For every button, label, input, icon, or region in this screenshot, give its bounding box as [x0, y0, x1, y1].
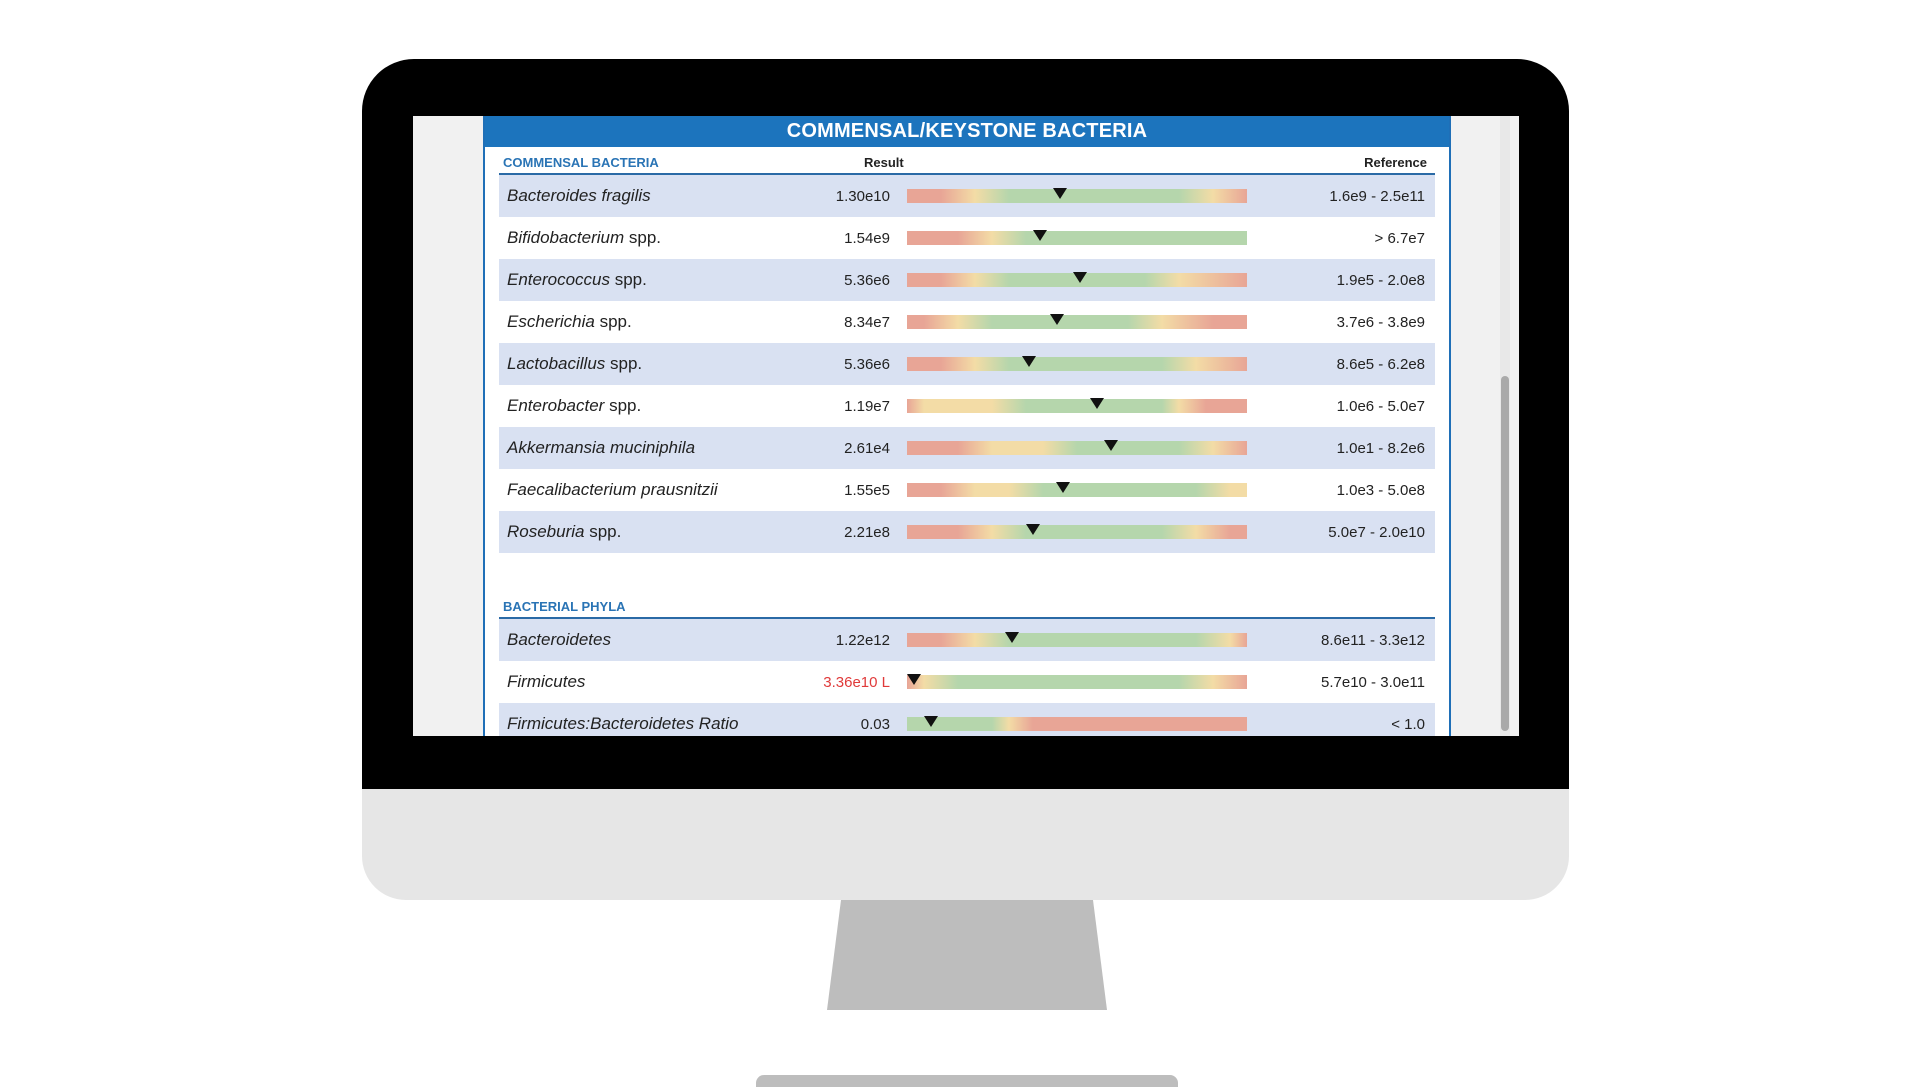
reference-range-bar — [907, 632, 1247, 647]
reference-range: 5.0e7 - 2.0e10 — [1328, 523, 1425, 541]
bacteria-name: Enterococcus spp. — [507, 270, 647, 289]
table-row: Bifidobacterium spp. 1.54e9 > 6.7e7 — [499, 217, 1435, 259]
result-marker-icon — [1049, 314, 1064, 325]
table-row: Enterococcus spp. 5.36e6 1.9e5 - 2.0e8 — [499, 259, 1435, 301]
reference-range: 3.7e6 - 3.8e9 — [1336, 313, 1425, 331]
reference-range-bar — [907, 356, 1247, 371]
result-value: 1.22e12 — [835, 631, 890, 649]
reference-range: 8.6e11 - 3.3e12 — [1321, 631, 1425, 649]
monitor: COMMENSAL/KEYSTONE BACTERIA COMMENSAL BA… — [362, 59, 1569, 1087]
name-suffix: spp. — [584, 522, 622, 541]
name-suffix: spp. — [610, 270, 647, 289]
reference-range-bar — [907, 314, 1247, 329]
result-marker-icon — [1056, 482, 1071, 493]
reference-range: 1.9e5 - 2.0e8 — [1336, 271, 1425, 289]
reference-range: 5.7e10 - 3.0e11 — [1321, 673, 1425, 691]
section-title: BACTERIAL PHYLA — [503, 599, 626, 614]
bacteria-name: Akkermansia muciniphila — [507, 438, 696, 457]
report-content: COMMENSAL BACTERIA Result Reference Bactero… — [485, 147, 1449, 736]
table-row: Lactobacillus spp. 5.36e6 8.6e5 - 6.2e8 — [499, 343, 1435, 385]
result-marker-icon — [1053, 188, 1067, 199]
section-rows: Bacteroidetes 1.22e12 8.6e11 - 3.3e12 Firmi… — [499, 619, 1435, 736]
table-row: Escherichia spp. 8.34e7 3.7e6 - 3.8e9 — [499, 301, 1435, 343]
monitor-stand-foot — [756, 1075, 1178, 1087]
reference-range: 1.6e9 - 2.5e11 — [1329, 187, 1425, 205]
result-marker-icon — [1005, 632, 1020, 643]
reference-range: 1.0e6 - 5.0e7 — [1336, 397, 1425, 415]
reference-range-bar — [907, 188, 1247, 203]
result-value: 1.54e9 — [844, 229, 890, 247]
monitor-chin — [362, 789, 1569, 900]
reference-range-bar — [907, 272, 1247, 287]
table-row: Akkermansia muciniphila 2.61e4 1.0e1 - 8.2… — [499, 427, 1435, 469]
reference-range: 1.0e3 - 5.0e8 — [1336, 481, 1425, 499]
name-suffix: spp. — [594, 312, 632, 331]
table-row: Faecalibacterium prausnitzii 1.55e5 1.0e3 … — [499, 469, 1435, 511]
table-row: Bacteroidetes 1.22e12 8.6e11 - 3.3e12 — [499, 619, 1435, 661]
reference-range-bar — [907, 716, 1247, 731]
reference-range-bar — [907, 230, 1247, 245]
bacteria-name: Escherichia spp. — [507, 312, 632, 331]
result-marker-icon — [906, 674, 921, 685]
result-marker-icon — [923, 716, 938, 727]
bacteria-name: Bacteroides fragilis — [507, 186, 651, 205]
result-marker-icon — [1022, 356, 1037, 367]
reference-range: < 1.0 — [1391, 715, 1425, 733]
result-marker-icon — [1025, 524, 1040, 535]
table-row: Enterobacter spp. 1.19e7 1.0e6 - 5.0e7 — [499, 385, 1435, 427]
result-marker-icon — [1073, 272, 1088, 283]
reference-range-bar — [907, 398, 1247, 413]
bacteria-name: Faecalibacterium prausnitzii — [507, 480, 718, 499]
reference-range: > 6.7e7 — [1374, 229, 1425, 247]
table-row: Roseburia spp. 2.21e8 5.0e7 - 2.0e10 — [499, 511, 1435, 553]
result-value: 5.36e6 — [844, 355, 890, 373]
reference-range-bar — [907, 482, 1247, 497]
bacteria-name: Roseburia spp. — [507, 522, 622, 541]
table-row: Firmicutes 3.36e10 L 5.7e10 - 3.0e11 — [499, 661, 1435, 703]
result-value: 2.21e8 — [844, 523, 890, 541]
section-header: BACTERIAL PHYLA — [499, 591, 1435, 619]
result-marker-icon — [1104, 440, 1118, 451]
monitor-stand-neck — [827, 900, 1107, 1010]
result-value: 0.03 — [860, 715, 890, 733]
scrollbar-thumb[interactable] — [1501, 376, 1509, 731]
reference-range-bar — [907, 524, 1247, 539]
reference-range-bar — [907, 440, 1247, 455]
section-rows: Bacteroides fragilis 1.30e10 1.6e9 - 2.5e1… — [499, 175, 1435, 553]
result-value: 1.30e10 — [835, 187, 890, 205]
result-value: 1.19e7 — [844, 397, 890, 415]
result-marker-icon — [1032, 230, 1047, 241]
section-header: COMMENSAL BACTERIA Result Reference — [499, 147, 1435, 175]
name-suffix: spp. — [605, 354, 643, 373]
scrollbar[interactable] — [1500, 116, 1510, 736]
bacteria-name: Firmicutes — [507, 672, 586, 691]
result-value: 2.61e4 — [844, 439, 890, 457]
result-value: 5.36e6 — [844, 271, 890, 289]
bacteria-name: Enterobacter spp. — [507, 396, 642, 415]
name-suffix: spp. — [624, 228, 662, 247]
name-suffix: spp. — [604, 396, 642, 415]
section-gap — [485, 553, 1449, 591]
table-row: Firmicutes:Bacteroidetes Ratio 0.03 < 1.0 — [499, 703, 1435, 736]
reference-range: 1.0e1 - 8.2e6 — [1336, 439, 1425, 457]
bacteria-name: Bifidobacterium spp. — [507, 228, 662, 247]
reference-range: 8.6e5 - 6.2e8 — [1336, 355, 1425, 373]
report-banner: COMMENSAL/KEYSTONE BACTERIA — [485, 116, 1449, 147]
screen: COMMENSAL/KEYSTONE BACTERIA COMMENSAL BA… — [413, 116, 1519, 736]
bacteria-name: Bacteroidetes — [507, 630, 611, 649]
result-value: 3.36e10 L — [823, 673, 890, 691]
reference-range-bar — [906, 674, 1247, 689]
section-title: COMMENSAL BACTERIA — [503, 155, 659, 170]
table-row: Bacteroides fragilis 1.30e10 1.6e9 - 2.5e1… — [499, 175, 1435, 217]
bacteria-name: Lactobacillus spp. — [507, 354, 643, 373]
result-value: 8.34e7 — [844, 313, 890, 331]
result-value: 1.55e5 — [844, 481, 890, 499]
monitor-bezel: COMMENSAL/KEYSTONE BACTERIA COMMENSAL BA… — [362, 59, 1569, 789]
report-page: COMMENSAL/KEYSTONE BACTERIA COMMENSAL BA… — [483, 116, 1451, 736]
reference-column-header: Reference — [1364, 155, 1427, 170]
bacteria-name: Firmicutes:Bacteroidetes Ratio — [507, 714, 739, 733]
result-column-header: Result — [864, 155, 904, 170]
result-marker-icon — [1090, 398, 1105, 409]
